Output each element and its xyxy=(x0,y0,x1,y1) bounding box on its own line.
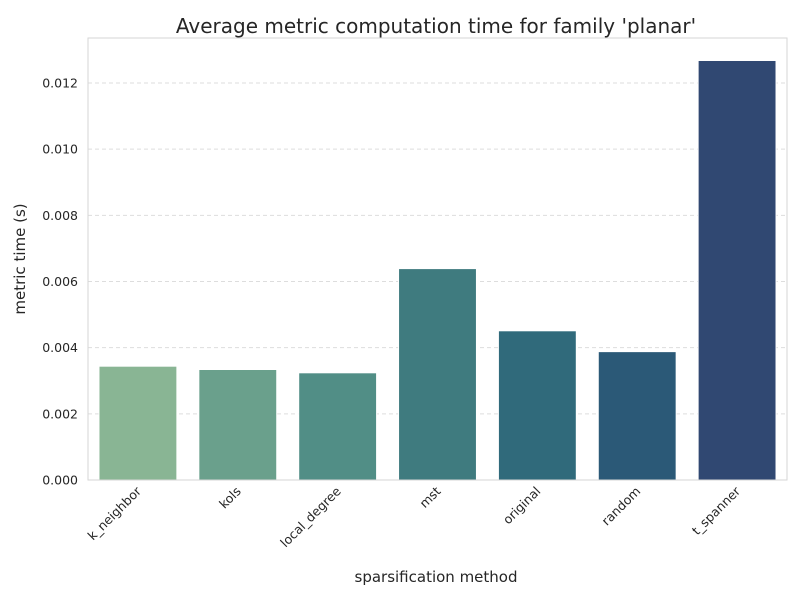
x-tick-label: random xyxy=(598,484,643,529)
bar-original xyxy=(497,330,577,481)
y-tick-label: 0.004 xyxy=(42,340,78,355)
x-tick-label: t_spanner xyxy=(689,483,744,538)
x-tick-label: local_degree xyxy=(277,483,344,550)
x-tick-label: original xyxy=(500,484,544,528)
bar-t-spanner xyxy=(697,59,777,481)
y-tick-label: 0.002 xyxy=(42,406,78,421)
x-tick-labels: k_neighbor kols local_degree mst original ran… xyxy=(85,483,744,550)
bar-mst xyxy=(398,268,477,481)
plot-frame xyxy=(87,37,788,481)
bar-kols xyxy=(198,369,278,481)
bars xyxy=(98,59,777,481)
bar-k-neighbor xyxy=(98,365,178,481)
x-tick-label: k_neighbor xyxy=(85,483,145,543)
x-axis-label: sparsification method xyxy=(355,568,518,586)
y-tick-label: 0.008 xyxy=(42,208,78,223)
bar-local-degree xyxy=(298,372,378,481)
y-tick-labels: 0.000 0.002 0.004 0.006 0.008 0.010 0.012 xyxy=(42,75,78,487)
y-axis-label: metric time (s) xyxy=(11,203,29,314)
chart-title: Average metric computation time for fami… xyxy=(176,14,696,38)
y-tick-label: 0.000 xyxy=(42,473,78,488)
bar-random xyxy=(597,351,677,481)
y-tick-label: 0.012 xyxy=(42,75,78,90)
y-tick-label: 0.010 xyxy=(42,142,78,157)
y-tick-label: 0.006 xyxy=(42,274,78,289)
x-tick-label: mst xyxy=(416,483,443,510)
x-tick-label: kols xyxy=(216,484,244,512)
